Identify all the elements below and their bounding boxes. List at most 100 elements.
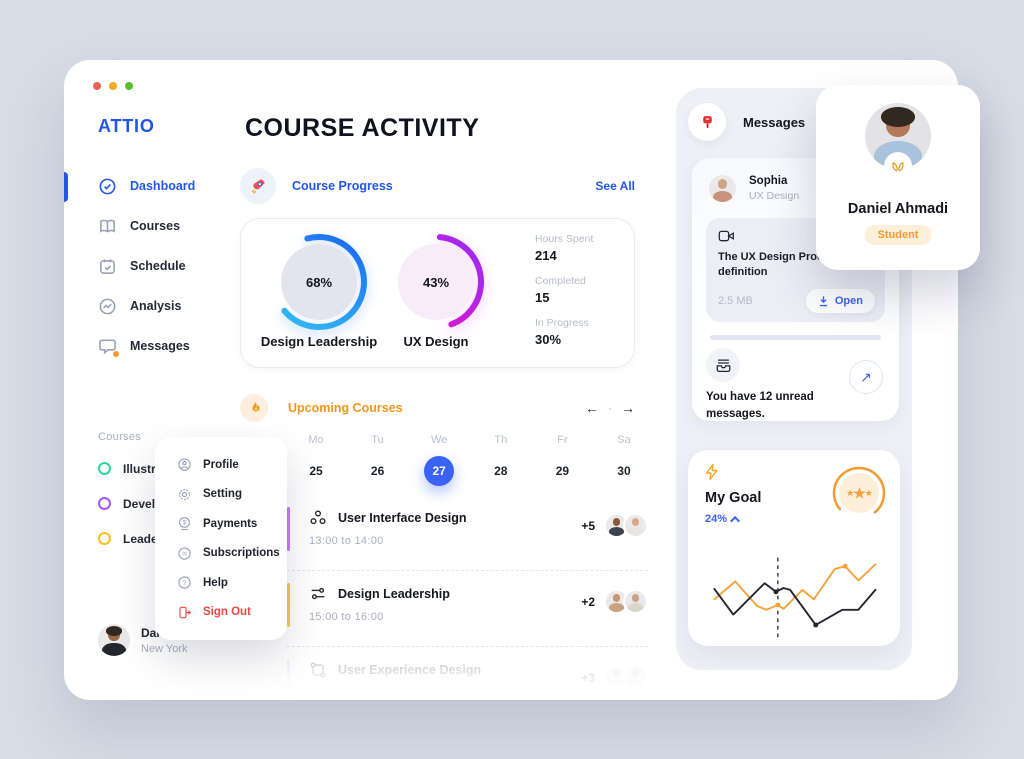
my-goal-card: My Goal 24% ★ ★ ★: [688, 450, 900, 646]
sidebar-item-label: Courses: [130, 219, 181, 233]
sender-role: UX Design: [749, 190, 800, 202]
calendar-day[interactable]: 29: [555, 464, 570, 478]
chevron-up-icon: [730, 515, 741, 526]
sidebar-item-messages[interactable]: Messages: [98, 332, 195, 360]
laurel-badge-icon: [884, 152, 912, 180]
content-fade-overlay: [240, 648, 655, 700]
profile-name: Daniel Ahmadi: [847, 201, 949, 217]
close-window-icon[interactable]: [93, 82, 101, 90]
sidebar-courses-label: Courses: [98, 431, 142, 443]
window-controls: [93, 82, 133, 90]
profile-card: Daniel Ahmadi Student: [816, 85, 980, 270]
progress-percent: 68%: [281, 244, 357, 320]
course-row-design-leadership[interactable]: Design Leadership 15:00 to 16:00 +2: [287, 579, 648, 639]
payments-icon: $: [179, 517, 190, 531]
extra-attendees: +5: [581, 518, 595, 533]
upcoming-courses-header: Upcoming Courses ← · →: [240, 393, 635, 423]
sidebar-item-dashboard[interactable]: Dashboard: [98, 172, 195, 200]
open-messages-button[interactable]: ↗: [849, 360, 883, 394]
dashboard-icon: [98, 177, 117, 196]
section-label: Upcoming Courses: [288, 401, 403, 415]
sign-out-icon: [179, 606, 192, 619]
menu-item-setting[interactable]: Setting: [155, 480, 287, 510]
sidebar-item-label: Messages: [130, 339, 190, 353]
row-divider: [287, 570, 648, 571]
calendar-day[interactable]: 27: [424, 456, 455, 486]
next-arrow-icon[interactable]: →: [621, 400, 635, 416]
sidebar-item-label: Dashboard: [130, 179, 196, 193]
course-title: Design Leadership: [338, 587, 450, 601]
day-label: Th: [494, 434, 508, 446]
day-label: Sa: [617, 434, 631, 446]
rocket-icon: [240, 168, 276, 204]
day-label: Mo: [308, 434, 324, 446]
svg-text:∞: ∞: [182, 550, 187, 557]
sidebar-nav: Dashboard Courses Schedule Analysis Mess…: [98, 172, 195, 360]
day-label: Tu: [371, 434, 384, 446]
avatar: [709, 175, 736, 202]
goal-badge: ★ ★ ★: [831, 465, 887, 521]
see-all-link[interactable]: See All: [595, 179, 635, 193]
progress-percent: 43%: [398, 244, 474, 320]
help-icon: ?: [178, 576, 191, 589]
active-nav-indicator: [64, 172, 68, 202]
menu-item-help[interactable]: ? Help: [155, 568, 287, 598]
stat-hours-spent: Hours Spent 214: [535, 233, 593, 263]
progress-stats: Hours Spent 214 Completed 15 In Progress…: [535, 233, 593, 347]
gear-icon: [179, 488, 190, 500]
sender-name: Sophia: [749, 175, 788, 187]
sidebar-item-analysis[interactable]: Analysis: [98, 292, 195, 320]
postbox-icon: [688, 103, 726, 141]
day-label: Fr: [557, 434, 568, 446]
menu-item-sign-out[interactable]: Sign Out: [155, 598, 287, 628]
fire-icon: [240, 394, 268, 422]
maximize-window-icon[interactable]: [125, 82, 133, 90]
calendar-day[interactable]: 26: [370, 464, 385, 478]
profile-icon: [178, 458, 191, 471]
page-title: COURSE ACTIVITY: [245, 114, 480, 142]
section-label: Course Progress: [292, 179, 393, 193]
attachment-title: The UX Design Process definition: [718, 251, 842, 278]
divider: [710, 335, 881, 340]
menu-item-payments[interactable]: $ Payments: [155, 509, 287, 539]
calendar-nav: ← · →: [585, 400, 635, 416]
stat-in-progress: In Progress 30%: [535, 317, 593, 347]
open-label: Open: [834, 295, 863, 307]
yellow-ring-icon: [98, 532, 111, 545]
app-logo: ATTIO: [98, 116, 155, 136]
svg-text:?: ?: [183, 580, 187, 587]
minimize-window-icon[interactable]: [109, 82, 117, 90]
menu-label: Profile: [203, 458, 239, 471]
panel-title: Messages: [743, 114, 806, 130]
student-badge: Student: [864, 225, 932, 245]
group-icon: [310, 510, 326, 525]
sidebar-item-courses[interactable]: Courses: [98, 212, 195, 240]
message-sender[interactable]: Sophia UX Design: [709, 175, 799, 202]
unread-text: You have 12 unread messages.: [706, 391, 814, 420]
progress-ring-ux-design: 43%: [386, 232, 486, 332]
course-title: User Interface Design: [338, 511, 467, 525]
green-ring-icon: [98, 462, 111, 475]
menu-item-subscriptions[interactable]: ∞ Subscriptions: [155, 539, 287, 569]
ring-label: UX Design: [403, 334, 469, 349]
analysis-icon: [98, 297, 117, 316]
avatar: [623, 513, 648, 538]
book-icon: [98, 217, 117, 236]
menu-label: Sign Out: [203, 606, 251, 619]
prev-arrow-icon[interactable]: ←: [585, 400, 599, 416]
sidebar-item-schedule[interactable]: Schedule: [98, 252, 195, 280]
avatar: [623, 589, 648, 614]
video-icon: [718, 230, 734, 242]
course-time: 13:00 to 14:00: [309, 535, 384, 547]
arrow-up-right-icon: ↗: [860, 368, 872, 385]
chat-icon: [98, 337, 119, 357]
open-button[interactable]: Open: [805, 289, 875, 313]
menu-label: Payments: [203, 517, 258, 530]
row-divider: [287, 646, 648, 647]
calendar-day[interactable]: 30: [617, 464, 631, 478]
calendar-day[interactable]: 25: [309, 464, 323, 478]
course-row-user-interface-design[interactable]: User Interface Design 13:00 to 14:00 +5: [287, 503, 648, 563]
course-progress-card: 68% Design Leadership 43% UX Design Hour…: [240, 218, 635, 368]
calendar-day[interactable]: 28: [494, 464, 508, 478]
menu-item-profile[interactable]: Profile: [155, 450, 287, 480]
